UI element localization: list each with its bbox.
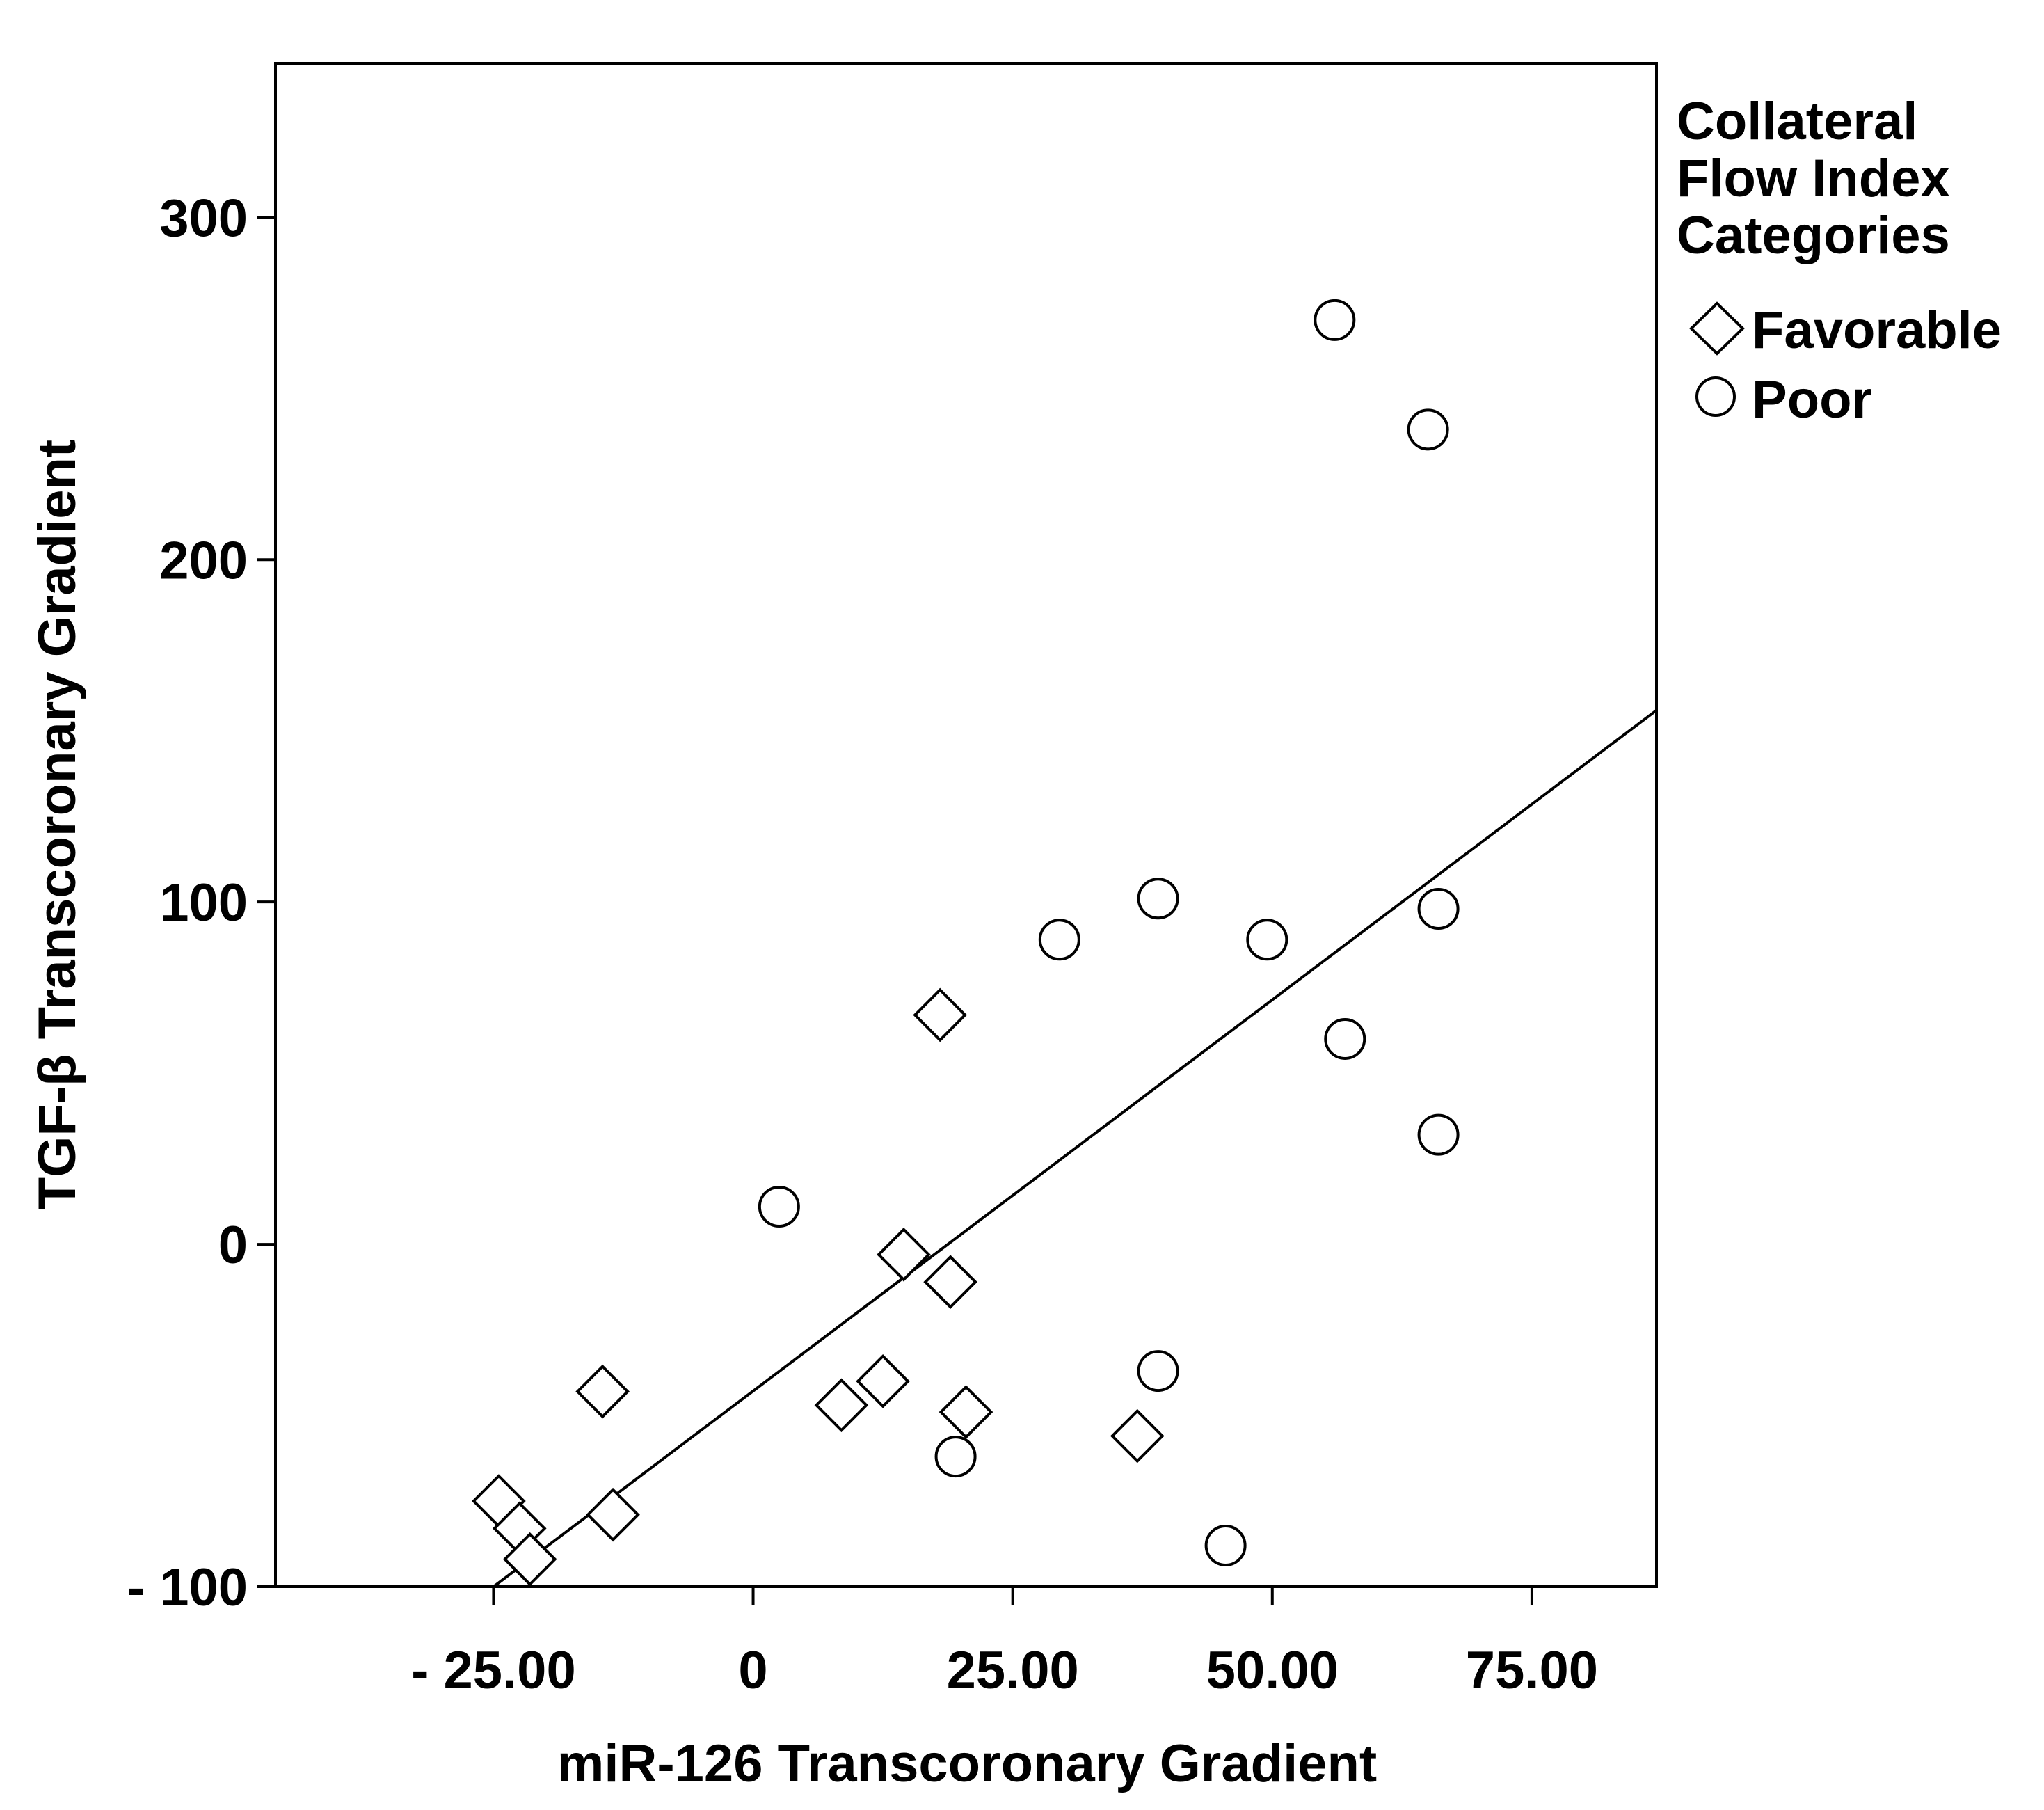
favorable-point bbox=[575, 1364, 630, 1419]
legend-title-line-3: Categories bbox=[1677, 206, 1950, 265]
y-tick-label: - 100 bbox=[127, 1558, 248, 1617]
poor-point bbox=[1246, 919, 1288, 961]
y-tick-label: 300 bbox=[159, 189, 248, 248]
poor-point bbox=[1204, 1524, 1247, 1566]
poor-point bbox=[1137, 878, 1179, 920]
legend-circle-icon bbox=[1695, 376, 1736, 417]
poor-point bbox=[1417, 1113, 1460, 1156]
legend-title-line-1: Collateral bbox=[1677, 92, 1917, 151]
favorable-point bbox=[923, 1255, 977, 1310]
poor-point bbox=[1038, 919, 1080, 961]
poor-point bbox=[758, 1185, 800, 1228]
y-axis-ticks: - 100 0 100 200 300 bbox=[127, 189, 276, 1617]
favorable-point bbox=[586, 1487, 640, 1542]
favorable-point bbox=[814, 1378, 869, 1433]
poor-point bbox=[1314, 299, 1356, 341]
favorable-point bbox=[502, 1532, 557, 1587]
x-tick-label: - 25.00 bbox=[411, 1641, 576, 1700]
x-tick-label: 50.00 bbox=[1206, 1641, 1339, 1700]
y-tick-label: 100 bbox=[159, 873, 248, 932]
poor-point bbox=[1137, 1350, 1179, 1392]
regression-line-group bbox=[493, 709, 1658, 1588]
x-tick-label: 0 bbox=[738, 1641, 767, 1700]
legend-diamond-icon bbox=[1689, 301, 1745, 356]
legend-label-favorable: Favorable bbox=[1752, 301, 2002, 360]
poor-point bbox=[1407, 408, 1449, 451]
favorable-point bbox=[877, 1228, 931, 1282]
x-axis-ticks: - 25.00 0 25.00 50.00 75.00 bbox=[411, 1587, 1598, 1700]
x-tick-label: 75.00 bbox=[1466, 1641, 1598, 1700]
legend-title-line-2: Flow Index bbox=[1677, 149, 1950, 208]
legend: Collateral Flow Index Categories Favorab… bbox=[1677, 92, 2002, 429]
legend-label-poor: Poor bbox=[1752, 370, 1872, 429]
favorable-point bbox=[1110, 1408, 1165, 1463]
poor-point bbox=[934, 1436, 977, 1478]
poor-point bbox=[1417, 888, 1460, 930]
poor-point bbox=[1324, 1017, 1366, 1060]
x-axis-title: miR-126 Transcoronary Gradient bbox=[557, 1734, 1377, 1793]
plot-frame bbox=[274, 62, 1658, 1588]
x-tick-label: 25.00 bbox=[947, 1641, 1079, 1700]
regression-line bbox=[493, 709, 1658, 1588]
favorable-point bbox=[913, 987, 968, 1042]
y-tick-label: 0 bbox=[218, 1216, 248, 1275]
favorable-point bbox=[856, 1354, 910, 1408]
y-axis-title: TGF-β Transcoronary Gradient bbox=[28, 440, 87, 1209]
data-points bbox=[472, 299, 1460, 1587]
y-tick-label: 200 bbox=[159, 531, 248, 590]
favorable-point bbox=[939, 1385, 993, 1439]
